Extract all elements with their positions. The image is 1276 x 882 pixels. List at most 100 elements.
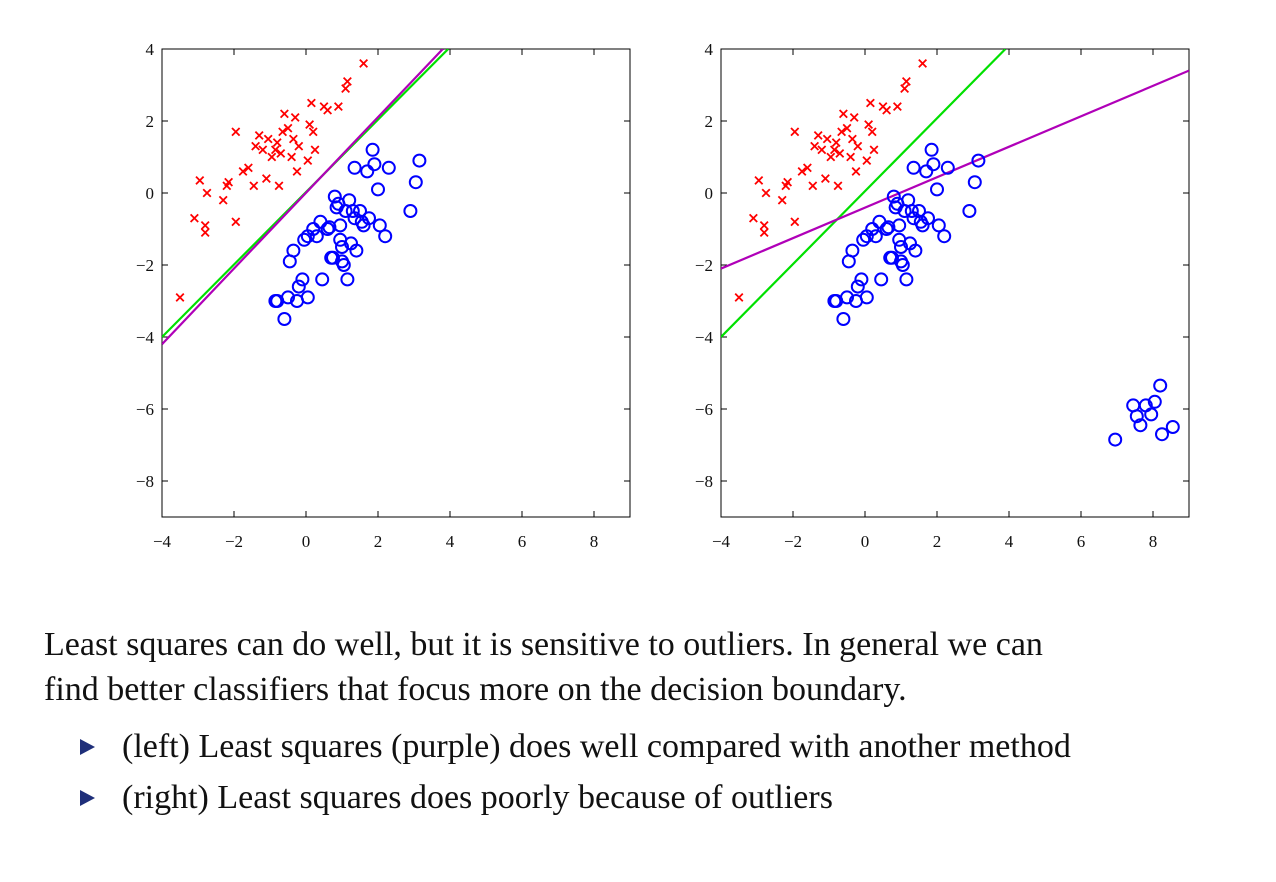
bullet-text-right: (right) Least squares does poorly becaus…	[122, 779, 833, 816]
red-x-point	[797, 166, 807, 176]
red-x-point	[869, 145, 879, 155]
blue-circle-point	[1108, 432, 1123, 447]
y-tick-label: −4	[695, 328, 714, 347]
purple-least-squares-line	[162, 49, 444, 345]
red-x-point	[341, 84, 351, 94]
blue-circle-point	[378, 229, 393, 244]
blue-circle-point	[309, 229, 324, 244]
red-x-point	[231, 127, 241, 137]
red-x-point	[783, 177, 793, 187]
blue-circle-point	[904, 204, 919, 218]
axes-frame	[720, 48, 1190, 518]
red-x-point	[842, 123, 852, 133]
red-x-point	[202, 188, 212, 198]
blue-circle-point	[1155, 427, 1169, 442]
red-x-point	[849, 112, 859, 122]
red-x-point	[862, 156, 872, 166]
red-x-point	[790, 127, 800, 137]
y-tick-label: 2	[146, 112, 155, 131]
red-x-point	[810, 141, 820, 151]
blue-circle-point	[281, 290, 295, 305]
blue-circle-point	[894, 240, 908, 254]
blue-circle-point	[340, 272, 355, 287]
y-tick-label: −2	[695, 256, 713, 275]
red-x-point	[238, 166, 248, 176]
y-tick-label: 0	[146, 184, 155, 203]
blue-circle-point	[937, 229, 952, 244]
red-x-point	[283, 123, 293, 133]
x-tick-label: 8	[590, 532, 599, 551]
red-x-point	[759, 228, 769, 238]
red-x-point	[195, 175, 205, 185]
red-x-point	[218, 195, 228, 205]
blue-circle-point	[335, 240, 349, 254]
blue-circle-point	[315, 272, 330, 287]
blue-circle-point	[336, 258, 351, 272]
red-x-point	[900, 84, 910, 94]
blue-circle-point	[320, 222, 335, 236]
red-x-point	[276, 148, 286, 158]
blue-circle-point	[365, 142, 380, 157]
red-x-point	[342, 76, 352, 86]
red-x-point	[251, 141, 261, 151]
red-x-point	[261, 174, 271, 184]
blue-circle-point	[1147, 394, 1162, 409]
y-tick-label: −8	[695, 472, 713, 491]
red-x-point	[826, 152, 836, 162]
blue-circle-point	[885, 250, 899, 265]
blue-circle-point	[322, 220, 337, 235]
blue-circle-point	[962, 204, 977, 218]
blue-circle-point	[412, 153, 427, 168]
x-tick-label: 6	[1077, 532, 1086, 551]
red-x-point	[274, 181, 284, 191]
y-tick-label: −8	[136, 472, 154, 491]
blue-circle-point	[297, 232, 312, 247]
plot-content	[721, 49, 1189, 447]
red-x-point	[267, 152, 277, 162]
red-x-point	[851, 166, 861, 176]
bullet-item-left: (left) Least squares (purple) does well …	[80, 724, 1264, 769]
blue-circle-point	[349, 243, 364, 258]
blue-circle-point	[1144, 407, 1159, 422]
blue-circle-point	[906, 160, 921, 175]
red-x-point	[837, 127, 847, 137]
red-x-point	[777, 195, 787, 205]
y-tick-label: 4	[705, 40, 714, 59]
red-x-point	[200, 228, 210, 238]
blue-circle-point	[1165, 420, 1180, 434]
blue-circle-point	[879, 222, 894, 236]
blue-circle-point	[277, 312, 292, 326]
slide-text: Least squares can do well, but it is sen…	[44, 622, 1264, 826]
red-x-point	[288, 134, 298, 144]
red-x-point	[279, 109, 289, 119]
purple-least-squares-line	[721, 69, 1189, 270]
red-x-point	[278, 127, 288, 137]
red-x-point	[864, 120, 874, 130]
caption-line-1: Least squares can do well, but it is sen…	[44, 626, 1043, 663]
blue-circle-point	[295, 272, 310, 287]
blue-circle-point	[899, 272, 914, 287]
triangle-bullet-icon	[80, 739, 95, 755]
x-tick-label: −2	[784, 532, 802, 551]
blue-circle-point	[971, 153, 986, 168]
red-x-point	[175, 292, 185, 302]
bullet-list: (left) Least squares (purple) does well …	[44, 724, 1264, 820]
red-x-point	[272, 138, 282, 148]
blue-circle-point	[854, 272, 869, 287]
blue-circle-point	[286, 243, 301, 258]
x-tick-label: 8	[1149, 532, 1158, 551]
blue-circle-point	[919, 164, 934, 179]
blue-circle-point	[408, 175, 423, 190]
x-tick-label: −4	[153, 532, 172, 551]
axes-frame	[161, 48, 631, 518]
red-x-point	[833, 181, 843, 191]
blue-circle-point	[381, 160, 396, 175]
blue-circle-point	[306, 222, 321, 236]
right-scatter-plot: −4 −2 0 2 4 6 8 −8 −6 −4 −2 0 2 4	[695, 40, 1190, 551]
x-tick-label: 4	[1005, 532, 1014, 551]
blue-circle-point	[895, 258, 910, 272]
blue-circle-point	[967, 175, 982, 190]
red-x-point	[254, 130, 264, 140]
blue-circle-point	[1129, 409, 1144, 424]
red-x-point	[865, 98, 875, 108]
